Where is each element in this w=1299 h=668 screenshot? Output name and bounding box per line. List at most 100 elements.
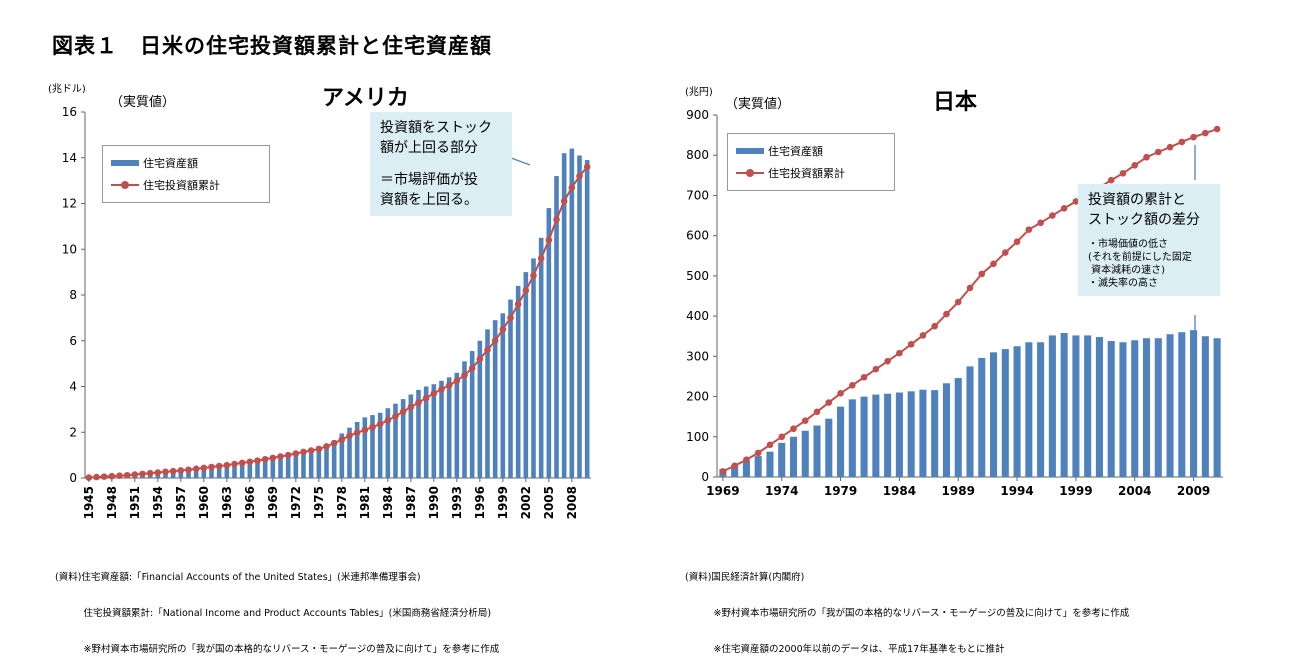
jp-line-point [825,399,833,406]
jp-bar [1060,333,1068,477]
us-line-point [576,172,583,180]
jp-ytick-label: 400 [686,309,709,323]
us-line-point [269,454,277,462]
jp-bar [813,425,821,477]
jp-bar [1201,336,1209,477]
us-line-point [192,465,200,473]
us-chart-svg: 0 2 4 6 8 10 12 14 16 1945 1948 1951 1954 1957 1960 196… [62,105,591,519]
us-bar [531,258,536,478]
jp-line-point [1166,143,1174,151]
us-line-point [369,423,376,431]
jp-line-point [943,310,950,318]
jp-bar [872,394,880,477]
us-line-point [530,272,537,279]
jp-line-point [1060,205,1068,212]
jp-line-point [966,284,974,292]
us-line-point [315,445,323,453]
us-bar [324,445,329,478]
jp-bar [848,399,856,477]
us-bar [492,320,498,478]
jp-line-point [1002,249,1009,256]
us-bar [446,377,452,478]
jp-callout-detail: ・市場価値の低さ (それを前提にした固定 資本減耗の速さ) ・滅失率の高さ [1088,239,1192,289]
jp-xtick-label: 1999 [1059,484,1092,498]
us-xtick-label: 2005 [542,486,556,519]
us-line-point [323,443,330,450]
jp-line-point [884,357,891,365]
jp-ytick-label: 800 [686,148,709,162]
jp-ytick-label: 900 [686,108,709,122]
jp-bar [1095,337,1103,477]
jp-legend-item-bar: 住宅資産額 [736,140,886,162]
us-bar [393,403,398,478]
us-bar [347,427,352,478]
us-bar [239,465,245,478]
jp-bar [731,464,739,477]
jp-xtick-label: 2009 [1177,484,1210,498]
us-bar [469,351,475,478]
jp-line-point [1190,133,1197,141]
us-bar [224,467,230,478]
us-bar [247,464,253,478]
us-line-point [438,385,445,393]
jp-line-point [754,449,762,457]
jp-bar [1154,338,1162,477]
us-bar [216,468,222,478]
us-bar [186,470,191,478]
jp-line-point [1119,170,1127,177]
us-xtick-label: 1975 [312,486,326,519]
us-bar [546,208,552,478]
page-title: 図表１ 日米の住宅投資額累計と住宅資産額 [52,34,492,58]
us-line-point [108,472,116,480]
us-bar [515,285,521,478]
us-xtick-label: 1948 [105,486,119,519]
jp-bar [1166,334,1174,477]
us-line-point [461,371,468,379]
us-xtick-label: 1990 [427,486,441,519]
us-bar [577,155,582,478]
us-bar [370,415,375,478]
us-line-point [284,451,292,459]
jp-ytick-label: 100 [686,430,709,444]
jp-line-point [1143,153,1150,161]
us-bar [385,408,391,478]
jp-ytick-label: 300 [686,349,709,363]
us-line-point [353,429,361,437]
us-line-point [177,467,185,474]
jp-bar [907,391,915,477]
jp-line-point [731,462,738,470]
us-line-point [407,403,415,411]
us-line-point [200,464,208,472]
us-line-point [116,472,123,480]
us-line-point [300,448,307,456]
us-line-point [376,420,384,428]
us-bar [339,433,345,478]
us-line-point [346,432,353,439]
jp-line-point [849,381,856,389]
jp-bar [825,418,833,477]
jp-xtick-label: 1994 [1000,484,1033,498]
us-source-line-2: 住宅投資額累計:「National Income and Product Acc… [55,608,492,619]
jp-line-point [954,298,962,306]
jp-bar [919,389,927,477]
jp-bar [884,393,892,477]
jp-line-point [743,456,750,464]
us-line-point [254,457,261,464]
jp-legend-item-line: 住宅投資額累計 [736,162,886,184]
us-ytick-label: 10 [62,242,77,256]
us-ytick-label: 0 [69,471,77,485]
us-legend-item-bar: 住宅資産額 [111,152,261,174]
us-bar [523,272,529,478]
us-line-point [537,255,545,262]
us-line-point [330,439,338,447]
jp-line-point [907,340,915,348]
us-ytick-label: 2 [69,425,77,439]
us-callout-text-2: ＝市場評価が投 資額を上回る。 [380,172,478,208]
jp-chart-title: 日本 [933,90,978,115]
jp-source-line-2: ※野村資本市場研究所の「我が国の本格的なリバース・モーゲージの普及に向けて」を参… [685,608,1130,619]
us-source-line-3: ※野村資本市場研究所の「我が国の本格的なリバース・モーゲージの普及に向けて」を参… [55,644,500,655]
us-bar [554,176,559,479]
jp-bar [895,392,903,477]
jp-bar [1001,349,1009,477]
us-line-point [85,474,93,481]
